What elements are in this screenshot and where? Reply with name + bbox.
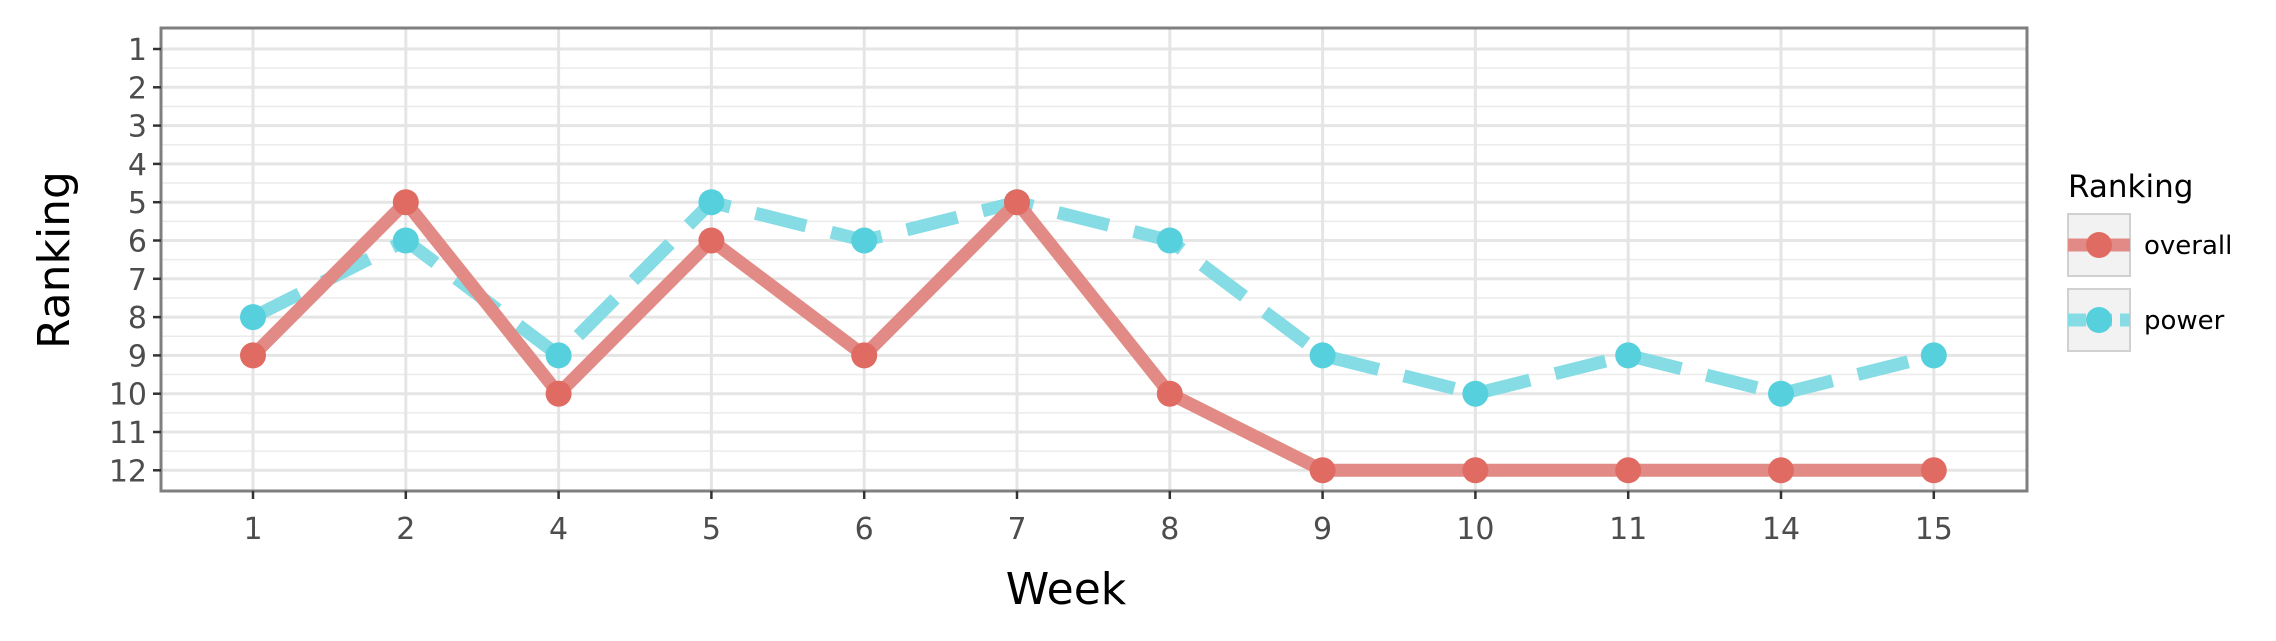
x-tick-label: 7 — [1007, 512, 1026, 547]
data-point-overall — [240, 342, 266, 369]
y-tick-label: 3 — [128, 110, 147, 145]
data-point-overall — [1768, 457, 1794, 484]
data-point-power — [392, 227, 419, 254]
data-point-power — [698, 189, 725, 216]
legend-item-overall: overall — [2067, 213, 2232, 277]
data-point-power — [1462, 380, 1489, 407]
x-tick-label: 2 — [396, 512, 415, 547]
x-tick-label: 11 — [1609, 512, 1647, 547]
y-tick-label: 1 — [128, 33, 147, 68]
y-tick-label: 9 — [128, 339, 147, 374]
x-tick-label: 5 — [702, 512, 721, 547]
legend-item-power: power — [2067, 288, 2225, 352]
legend-label-power: power — [2144, 306, 2225, 336]
x-tick-label: 1 — [243, 512, 262, 547]
data-point-overall — [1615, 457, 1642, 484]
data-point-power — [240, 304, 266, 331]
data-point-power — [1309, 342, 1336, 369]
y-tick-label: 4 — [128, 148, 147, 183]
legend-title: Ranking — [2068, 169, 2193, 205]
x-tick-label: 10 — [1456, 512, 1494, 547]
legend-key-marker — [2086, 307, 2112, 333]
data-point-power — [1920, 342, 1947, 369]
x-tick-label: 9 — [1313, 512, 1332, 547]
x-tick-label: 6 — [855, 512, 874, 547]
grid-layer — [161, 28, 2027, 491]
x-tick-label: 14 — [1762, 512, 1800, 547]
x-tick-label: 4 — [549, 512, 568, 547]
y-tick-label: 8 — [128, 301, 147, 336]
y-tick-label: 6 — [128, 225, 147, 260]
series-overall — [240, 189, 1947, 484]
x-tick-label: 15 — [1915, 512, 1953, 547]
data-point-overall — [698, 227, 725, 254]
data-point-power — [1615, 342, 1642, 369]
y-tick-label: 2 — [128, 71, 147, 106]
data-point-overall — [1004, 189, 1030, 216]
x-axis-title: Week — [1006, 564, 1127, 615]
data-point-overall — [1309, 457, 1336, 484]
data-point-power — [545, 342, 572, 369]
series-line-overall — [248, 195, 1934, 477]
y-tick-label: 5 — [128, 186, 147, 221]
plot-border — [159, 26, 2029, 493]
data-point-overall — [1920, 457, 1947, 484]
data-point-overall — [545, 380, 572, 407]
legend-key-marker — [2086, 232, 2112, 258]
data-point-power — [1156, 227, 1183, 254]
y-tick-label: 12 — [109, 454, 147, 489]
y-axis-title: Ranking — [29, 171, 80, 349]
data-point-overall — [1156, 380, 1183, 407]
data-point-overall — [851, 342, 878, 369]
y-tick-label: 11 — [109, 416, 147, 451]
data-point-overall — [392, 189, 419, 216]
legend-items: overall power — [2067, 213, 2232, 352]
data-point-overall — [1462, 457, 1489, 484]
data-point-power — [851, 227, 878, 254]
x-tick-label: 8 — [1160, 512, 1179, 547]
series-line-power — [250, 195, 1936, 401]
y-tick-label: 10 — [109, 378, 147, 413]
legend-label-overall: overall — [2144, 231, 2232, 261]
series-layer — [240, 189, 1947, 484]
data-point-power — [1768, 380, 1794, 407]
y-tick-label: 7 — [128, 263, 147, 298]
legend: Ranking overall power — [2067, 169, 2232, 352]
